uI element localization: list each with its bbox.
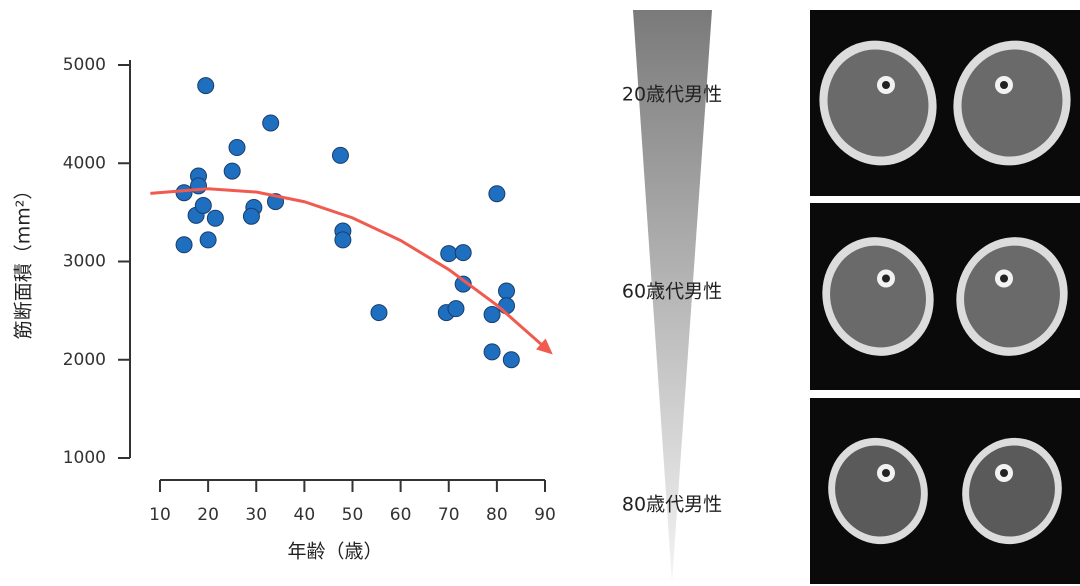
x-tick-label: 80 [486, 505, 508, 525]
mri-marrow [882, 469, 890, 477]
point [263, 115, 279, 131]
x-tick-label: 10 [149, 505, 171, 525]
x-tick-label: 60 [390, 505, 412, 525]
mri-marrow [1000, 81, 1008, 89]
age-group-label: 20歳代男性 [622, 84, 722, 106]
mri-marrow [1000, 469, 1008, 477]
y-tick-label: 5000 [63, 55, 106, 75]
x-tick-label: 30 [245, 505, 267, 525]
point [455, 245, 471, 261]
point [371, 305, 387, 321]
point [176, 185, 192, 201]
figure: 年齢（歳） 筋断面積（mm²） 1000 2000 3000 4000 5000 10 20… [0, 0, 1080, 586]
point [195, 197, 211, 213]
x-tick-label: 70 [438, 505, 460, 525]
x-tick-label: 90 [534, 505, 556, 525]
y-tick-label: 4000 [63, 153, 106, 173]
point [503, 352, 519, 368]
point [176, 237, 192, 253]
x-axis-label: 年齢（歳） [287, 541, 382, 563]
point [489, 186, 505, 202]
point [441, 246, 457, 262]
mri-marrow [1000, 275, 1008, 283]
y-axis-label: 筋断面積（mm²） [13, 181, 35, 340]
point [335, 232, 351, 248]
mri-marrow [882, 275, 890, 283]
mri-marrow [882, 81, 890, 89]
page: {"chart_data": {"type": "scatter", "x_la… [0, 0, 1080, 586]
point [484, 344, 500, 360]
point [198, 78, 214, 94]
x-tick-label: 20 [197, 505, 219, 525]
point [243, 208, 259, 224]
age-group-label: 60歳代男性 [622, 281, 722, 303]
point [499, 298, 515, 314]
y-tick-label: 3000 [63, 252, 106, 272]
point [224, 163, 240, 179]
y-tick-label: 2000 [63, 350, 106, 370]
point [332, 147, 348, 163]
x-tick-label: 50 [342, 505, 364, 525]
point [207, 210, 223, 226]
point [200, 232, 216, 248]
y-tick-label: 1000 [63, 448, 106, 468]
x-tick-label: 40 [294, 505, 316, 525]
point [229, 140, 245, 156]
point [484, 307, 500, 323]
point [448, 301, 464, 317]
age-group-label: 80歳代男性 [622, 494, 722, 516]
point [499, 283, 515, 299]
